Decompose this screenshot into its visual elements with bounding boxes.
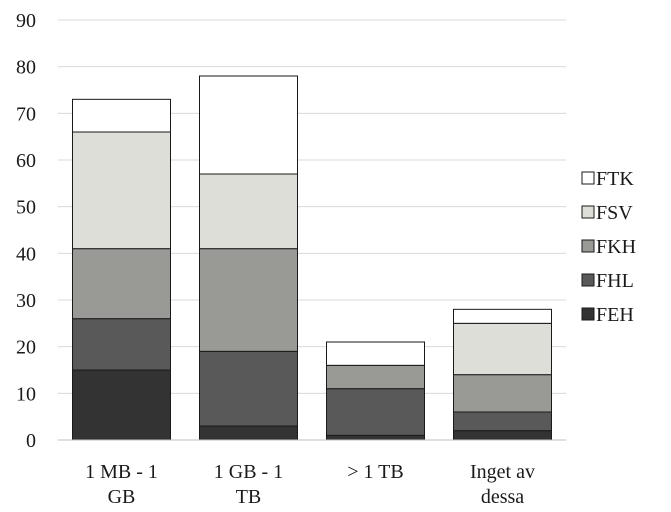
legend-swatch-fhl [581, 273, 595, 287]
bar-segment-fhl [326, 388, 425, 436]
y-tick-label: 0 [26, 430, 36, 452]
legend: FTK FSV FKH FHL FEH [581, 168, 636, 326]
y-tick-label: 30 [16, 290, 36, 312]
bar-segment-fkh [199, 248, 298, 352]
bar-segment-feh [453, 430, 552, 441]
bar-segment-feh [72, 369, 171, 441]
legend-label-feh: FEH [596, 304, 634, 326]
bar-segment-ftk [199, 75, 298, 175]
bar-segment-fhl [453, 411, 552, 432]
bars [72, 75, 552, 441]
bar-segment-fkh [72, 248, 171, 320]
y-tick-label: 70 [16, 103, 36, 125]
legend-swatch-ftk [581, 171, 595, 185]
bar-segment-feh [199, 425, 298, 441]
legend-label-fkh: FKH [596, 236, 636, 258]
bar-segment-feh [326, 434, 425, 441]
x-tick-label: 1 MB - 1 GB [85, 461, 158, 508]
y-tick-label: 90 [16, 10, 36, 32]
y-tick-label: 50 [16, 197, 36, 219]
x-axis-labels: 1 MB - 1 GB 1 GB - 1 TB > 1 TB Inget av dessa [85, 461, 535, 508]
x-tick-label: Inget av dessa [470, 461, 535, 508]
x-tick-label: 1 GB - 1 TB [214, 461, 283, 508]
legend-label-fsv: FSV [596, 202, 633, 224]
x-tick-label: > 1 TB [347, 461, 403, 483]
legend-swatch-fsv [581, 205, 595, 219]
y-axis-ticks: 0 10 20 30 40 50 60 70 80 90 [16, 10, 36, 452]
bar-segment-fkh [453, 374, 552, 413]
bar-segment-fsv [72, 131, 171, 250]
bar-segment-ftk [72, 98, 171, 133]
y-tick-label: 10 [16, 383, 36, 405]
legend-label-fhl: FHL [596, 270, 634, 292]
legend-label-ftk: FTK [596, 168, 634, 190]
legend-swatch-feh [581, 307, 595, 321]
y-tick-label: 20 [16, 337, 36, 359]
bar-segment-fkh [326, 364, 425, 390]
y-tick-label: 40 [16, 243, 36, 265]
bar-segment-fsv [199, 173, 298, 250]
bar-segment-fhl [72, 318, 171, 371]
bar-segment-ftk [326, 341, 425, 366]
y-tick-label: 60 [16, 150, 36, 172]
y-tick-label: 80 [16, 57, 36, 79]
bar-segment-fsv [453, 322, 552, 376]
bar-segment-ftk [453, 308, 552, 324]
legend-swatch-fkh [581, 239, 595, 253]
bar-segment-fhl [199, 350, 298, 427]
